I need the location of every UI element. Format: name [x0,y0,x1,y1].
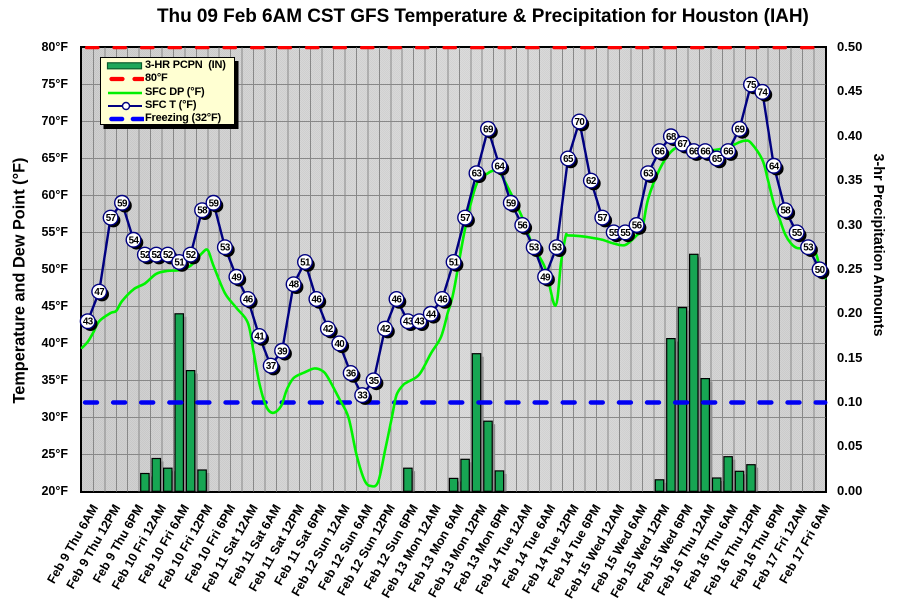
svg-text:49: 49 [232,272,243,283]
svg-text:66: 66 [723,147,734,158]
svg-text:69: 69 [735,124,746,135]
svg-text:52: 52 [151,250,162,261]
svg-text:63: 63 [472,169,483,180]
svg-text:39: 39 [277,346,288,357]
svg-text:64: 64 [769,161,780,172]
svg-text:65: 65 [712,154,723,165]
svg-text:42: 42 [380,324,391,335]
svg-text:63: 63 [643,169,654,180]
svg-text:69: 69 [483,124,494,135]
svg-text:43: 43 [403,317,414,328]
svg-text:50: 50 [815,265,826,276]
svg-text:56: 56 [517,221,528,232]
svg-text:58: 58 [197,206,208,217]
svg-text:59: 59 [117,198,128,209]
svg-text:48: 48 [289,280,300,291]
svg-text:36: 36 [346,369,357,380]
svg-text:67: 67 [678,139,689,150]
svg-text:66: 66 [655,147,666,158]
svg-text:52: 52 [186,250,197,261]
svg-text:42: 42 [323,324,334,335]
svg-text:55: 55 [609,228,620,239]
svg-text:46: 46 [312,295,323,306]
svg-text:44: 44 [426,309,437,320]
svg-text:51: 51 [174,258,185,269]
svg-text:49: 49 [540,272,551,283]
svg-text:40: 40 [334,339,345,350]
svg-text:70: 70 [575,117,586,128]
svg-text:51: 51 [449,258,460,269]
svg-text:51: 51 [300,258,311,269]
svg-text:54: 54 [129,235,140,246]
svg-text:75: 75 [746,80,757,91]
svg-text:64: 64 [495,161,506,172]
svg-text:55: 55 [792,228,803,239]
svg-text:46: 46 [243,295,254,306]
svg-text:57: 57 [106,213,117,224]
svg-text:57: 57 [460,213,471,224]
svg-text:66: 66 [689,147,700,158]
svg-text:57: 57 [597,213,608,224]
svg-text:62: 62 [586,176,597,187]
svg-text:52: 52 [163,250,174,261]
svg-text:53: 53 [220,243,231,254]
svg-text:47: 47 [94,287,105,298]
svg-text:43: 43 [414,317,425,328]
svg-text:65: 65 [563,154,574,165]
svg-text:33: 33 [357,391,368,402]
svg-text:37: 37 [266,361,277,372]
svg-text:56: 56 [632,221,643,232]
svg-text:52: 52 [140,250,151,261]
svg-text:59: 59 [209,198,220,209]
svg-text:74: 74 [758,87,769,98]
svg-text:55: 55 [620,228,631,239]
svg-text:46: 46 [392,295,403,306]
svg-text:53: 53 [552,243,563,254]
svg-text:53: 53 [529,243,540,254]
svg-text:66: 66 [700,147,711,158]
svg-text:46: 46 [437,295,448,306]
svg-text:53: 53 [803,243,814,254]
svg-text:59: 59 [506,198,517,209]
svg-text:43: 43 [83,317,94,328]
svg-text:41: 41 [254,332,265,343]
svg-text:68: 68 [666,132,677,143]
svg-text:58: 58 [780,206,791,217]
svg-text:35: 35 [369,376,380,387]
